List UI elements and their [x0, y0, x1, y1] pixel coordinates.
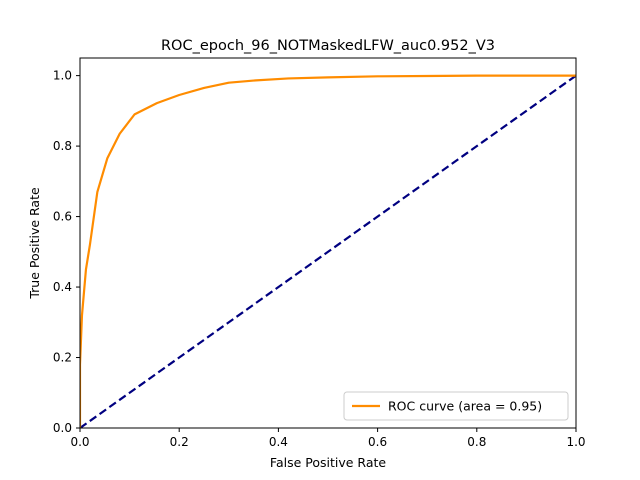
x-tick-label: 0.4	[269, 435, 288, 449]
x-tick-label: 0.8	[467, 435, 486, 449]
legend-box	[343, 391, 569, 421]
roc-curve-line	[80, 74, 576, 428]
axes: 0.0 0.2 0.4 0.6 0.8 1.0 0.0 0.2 0.4 0.6 0.8 1.0	[53, 57, 586, 449]
y-tick-label: 1.0	[53, 69, 72, 83]
plot-area	[80, 74, 576, 428]
chart-title: ROC_epoch_96_NOTMaskedLFW_auc0.952_V3	[161, 38, 495, 54]
y-tick-label: 0.8	[53, 139, 72, 153]
plot-frame	[79, 57, 577, 429]
x-axis-label: False Positive Rate	[270, 455, 386, 470]
chance-diagonal-line	[80, 74, 576, 428]
y-tick-label: 0.6	[53, 210, 72, 224]
legend: ROC curve (area = 0.95)	[343, 391, 569, 421]
x-tick-label: 0.2	[170, 435, 189, 449]
y-axis-label: True Positive Rate	[27, 187, 42, 300]
legend-label-roc: ROC curve (area = 0.95)	[388, 399, 542, 414]
x-tick-label: 0.0	[70, 435, 89, 449]
y-tick-label: 0.2	[53, 351, 72, 365]
y-tick-label: 0.0	[53, 421, 72, 435]
y-tick-label: 0.4	[53, 280, 72, 294]
x-tick-label: 1.0	[566, 435, 585, 449]
x-tick-label: 0.6	[368, 435, 387, 449]
